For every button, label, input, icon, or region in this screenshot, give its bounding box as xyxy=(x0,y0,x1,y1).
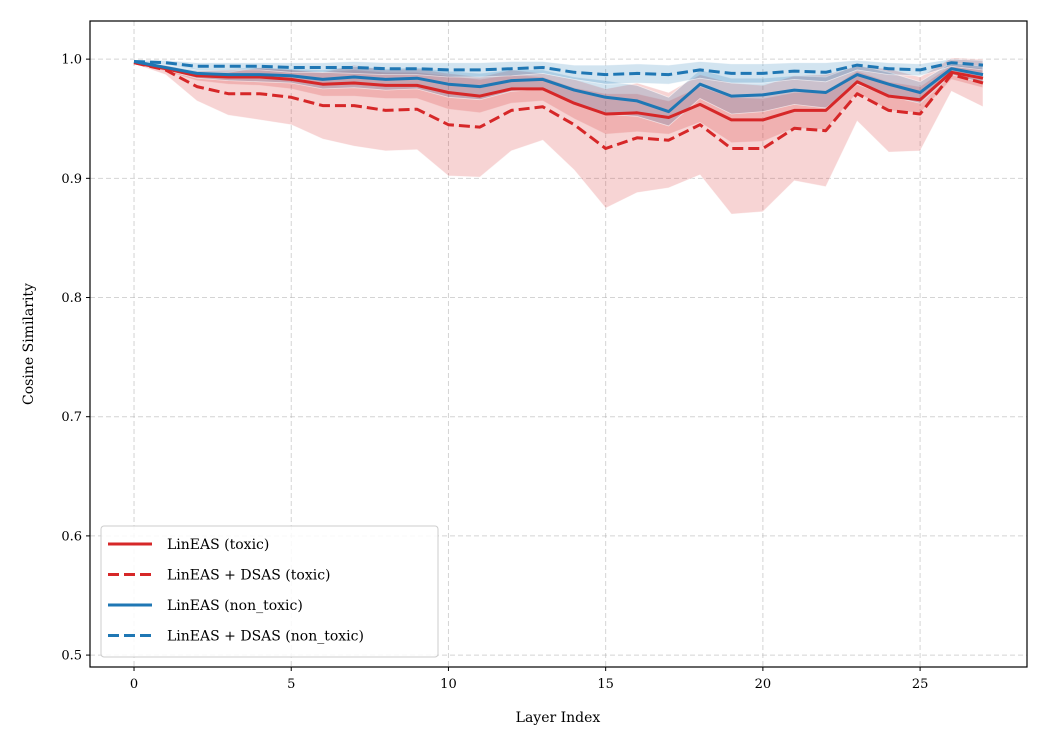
x-axis-label: Layer Index xyxy=(516,710,601,726)
x-tick-label: 5 xyxy=(287,677,295,692)
plot-frame xyxy=(89,20,1028,668)
series-line-1 xyxy=(133,61,984,150)
legend-label-0: LinEAS (toxic) xyxy=(167,537,269,553)
ticks: 0 5 10 15 20 25 0.5 0.6 0.7 0.8 0.9 1.0 xyxy=(61,53,928,692)
y-tick-label: 0.7 xyxy=(61,410,82,425)
y-tick-label: 0.8 xyxy=(61,291,82,306)
y-axis-label: Cosine Similarity xyxy=(21,283,37,405)
legend: LinEAS (toxic) LinEAS + DSAS (toxic) LinEA… xyxy=(100,525,439,658)
y-tick-label: 1.0 xyxy=(61,53,82,68)
y-tick-label: 0.5 xyxy=(61,649,82,664)
y-tick-label: 0.9 xyxy=(61,172,82,187)
std-bands xyxy=(133,57,984,215)
series-line-2 xyxy=(133,60,984,114)
legend-label-2: LinEAS (non_toxic) xyxy=(167,598,303,614)
x-tick-label: 20 xyxy=(755,677,772,692)
x-tick-label: 15 xyxy=(597,677,614,692)
series-line-3 xyxy=(133,60,984,77)
series-lines xyxy=(133,60,984,150)
y-tick-label: 0.6 xyxy=(61,529,82,544)
x-tick-label: 0 xyxy=(130,677,138,692)
legend-label-3: LinEAS + DSAS (non_toxic) xyxy=(167,629,364,645)
x-tick-label: 10 xyxy=(440,677,457,692)
x-tick-label: 25 xyxy=(912,677,929,692)
series-line-0 xyxy=(133,61,984,122)
std-band-3 xyxy=(133,58,984,85)
legend-label-1: LinEAS + DSAS (toxic) xyxy=(167,568,331,584)
